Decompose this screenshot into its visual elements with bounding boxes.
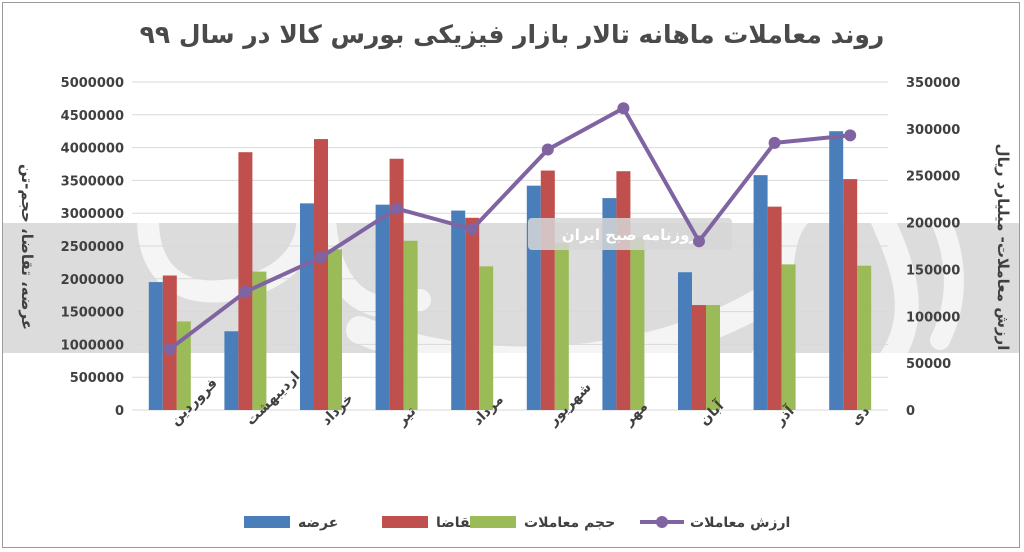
left-axis-title: عرضه، تقاضا، حجم-تن xyxy=(18,164,36,330)
line-point-3 xyxy=(390,202,403,215)
bar-1-5 xyxy=(540,170,555,410)
left-tick-label: 1000000 xyxy=(61,338,124,353)
bar-1-6 xyxy=(616,171,631,410)
bar-0-3 xyxy=(375,204,390,410)
line-point-5 xyxy=(541,143,554,156)
bar-1-8 xyxy=(767,206,782,410)
right-axis-title: ارزش معاملات- میلیارد ریال xyxy=(994,144,1012,351)
line-point-9 xyxy=(844,129,857,142)
left-axis-ticks: 0 500000 1000000 1500000 2000000 2500000 30000… xyxy=(61,76,124,419)
right-tick-label: 50000 xyxy=(906,357,951,372)
legend-swatch xyxy=(382,516,428,528)
bar-0-1 xyxy=(224,331,239,410)
line-point-2 xyxy=(315,251,327,264)
bar-0-6 xyxy=(602,198,617,410)
bar-1-4 xyxy=(465,217,480,410)
right-tick-label: 100000 xyxy=(906,310,960,325)
legend-label: ارزش معاملات xyxy=(690,515,790,531)
right-tick-label: 150000 xyxy=(906,263,960,278)
left-tick-label: 4000000 xyxy=(61,142,124,157)
bar-2-4 xyxy=(479,266,494,410)
bar-2-6 xyxy=(630,237,645,410)
right-tick-label: 250000 xyxy=(906,170,960,185)
line-point-4 xyxy=(466,223,479,236)
left-tick-label: 2000000 xyxy=(61,273,124,288)
bar-2-2 xyxy=(328,249,342,410)
legend-marker xyxy=(656,516,668,528)
legend-swatch xyxy=(470,516,516,528)
bar-1-2 xyxy=(314,139,328,410)
bar-0-4 xyxy=(451,210,466,410)
left-tick-label: 5000000 xyxy=(61,76,124,91)
legend-label: تقاضا xyxy=(436,515,475,531)
bar-1-7 xyxy=(692,305,706,410)
left-tick-label: 2500000 xyxy=(61,240,124,255)
value-line-series xyxy=(163,102,857,356)
bar-2-7 xyxy=(706,305,720,410)
chart-title: روند معاملات ماهانه تالار بازار فیزیکی ب… xyxy=(140,20,885,50)
right-tick-label: 200000 xyxy=(906,217,960,232)
line-point-6 xyxy=(617,102,630,115)
bar-2-3 xyxy=(403,240,418,410)
value-line xyxy=(168,106,851,351)
line-point-8 xyxy=(768,136,781,149)
left-tick-label: 4500000 xyxy=(61,109,124,124)
legend: عرضه تقاضا حجم معاملات ارزش معاملات xyxy=(244,515,790,531)
bar-1-0 xyxy=(162,275,177,410)
bar-1-3 xyxy=(389,158,404,410)
right-axis-ticks: 0 50000 100000 150000 200000 250000 300000 3500… xyxy=(906,76,960,419)
bars xyxy=(148,131,872,410)
bar-0-2 xyxy=(300,203,314,410)
bar-0-7 xyxy=(678,272,692,410)
left-tick-label: 1500000 xyxy=(61,306,124,321)
line-point-7 xyxy=(693,235,705,248)
right-tick-label: 300000 xyxy=(906,123,960,138)
watermark-text: روزنامه صبح ایران xyxy=(562,226,698,244)
legend-label: عرضه xyxy=(298,515,338,531)
right-tick-label: 0 xyxy=(906,404,915,419)
right-tick-label: 350000 xyxy=(906,76,960,91)
bar-1-9 xyxy=(843,179,858,410)
bar-2-5 xyxy=(554,242,569,410)
bar-1-1 xyxy=(238,152,253,410)
bar-0-0 xyxy=(148,282,163,410)
left-tick-label: 0 xyxy=(115,404,124,419)
legend-label: حجم معاملات xyxy=(524,515,615,531)
watermark-badge: روزنامه صبح ایران xyxy=(528,218,732,250)
bar-0-8 xyxy=(753,175,768,410)
legend-swatch xyxy=(244,516,290,528)
left-tick-label: 3500000 xyxy=(61,174,124,189)
bar-2-1 xyxy=(252,271,267,410)
left-tick-label: 3000000 xyxy=(61,207,124,222)
bar-0-9 xyxy=(829,131,844,410)
bar-2-9 xyxy=(857,265,872,410)
line-point-0 xyxy=(163,343,176,356)
left-tick-label: 500000 xyxy=(70,371,124,386)
bar-2-8 xyxy=(781,264,796,410)
line-point-1 xyxy=(239,285,252,298)
